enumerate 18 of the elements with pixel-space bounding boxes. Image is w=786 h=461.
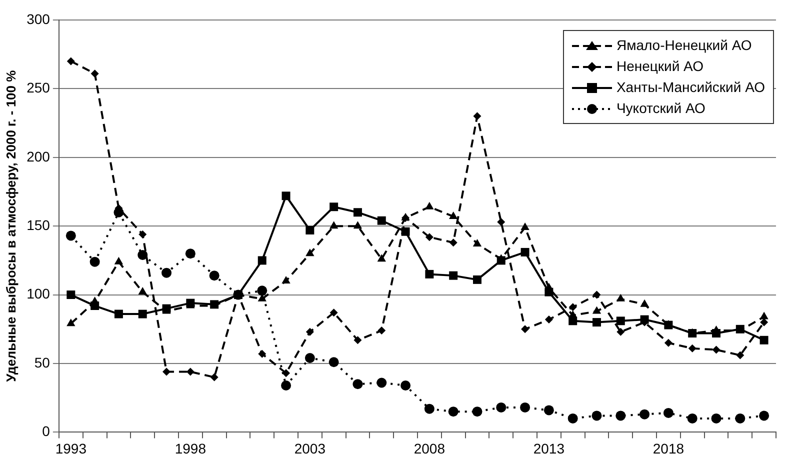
y-tick-label: 300 [26,10,50,27]
x-tick-label: 2013 [533,440,565,456]
x-tick-label: 1998 [174,440,206,456]
legend-label: Чукотский АО [616,100,706,116]
legend-label: Ямало-Ненецкий АО [616,37,752,53]
y-tick-label: 250 [26,80,50,96]
y-tick-label: 150 [26,216,50,233]
x-tick-label: 1993 [55,440,87,456]
y-tick-label: 200 [26,148,50,164]
legend-label: Ненецкий АО [616,58,704,74]
x-tick-label: 2003 [294,440,326,456]
x-tick-label: 2018 [652,440,684,456]
x-tick-label: 2008 [414,440,446,456]
y-tick-label: 50 [34,354,50,370]
y-tick-label: 0 [42,423,50,440]
y-axis-title: Удельные выбросы в атмосферу, 2000 г. - 100 % [3,70,18,382]
y-tick-label: 100 [26,286,50,302]
legend-label: Ханты-Мансийский АО [616,79,765,95]
